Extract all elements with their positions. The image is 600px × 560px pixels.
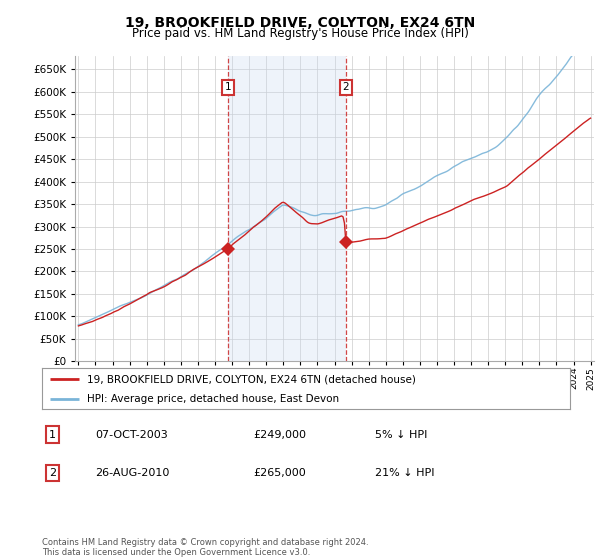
Text: 19, BROOKFIELD DRIVE, COLYTON, EX24 6TN (detached house): 19, BROOKFIELD DRIVE, COLYTON, EX24 6TN …: [87, 375, 416, 384]
Text: 2: 2: [342, 82, 349, 92]
Text: £265,000: £265,000: [253, 468, 306, 478]
Text: 07-OCT-2003: 07-OCT-2003: [95, 430, 167, 440]
Text: 5% ↓ HPI: 5% ↓ HPI: [374, 430, 427, 440]
Text: 1: 1: [49, 430, 56, 440]
Text: Contains HM Land Registry data © Crown copyright and database right 2024.
This d: Contains HM Land Registry data © Crown c…: [42, 538, 368, 557]
Text: 26-AUG-2010: 26-AUG-2010: [95, 468, 169, 478]
Text: 1: 1: [225, 82, 232, 92]
Text: 19, BROOKFIELD DRIVE, COLYTON, EX24 6TN: 19, BROOKFIELD DRIVE, COLYTON, EX24 6TN: [125, 16, 475, 30]
Text: HPI: Average price, detached house, East Devon: HPI: Average price, detached house, East…: [87, 394, 339, 404]
Text: 2: 2: [49, 468, 56, 478]
Text: £249,000: £249,000: [253, 430, 306, 440]
Bar: [228, 56, 346, 361]
Text: 21% ↓ HPI: 21% ↓ HPI: [374, 468, 434, 478]
Text: Price paid vs. HM Land Registry's House Price Index (HPI): Price paid vs. HM Land Registry's House …: [131, 27, 469, 40]
